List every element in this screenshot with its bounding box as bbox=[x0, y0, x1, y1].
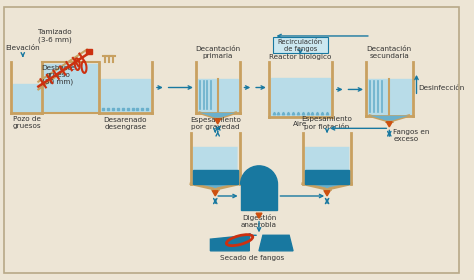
Polygon shape bbox=[305, 147, 349, 189]
Text: Decantación
primaria: Decantación primaria bbox=[195, 46, 240, 59]
Text: Espesamiento
por gravedad: Espesamiento por gravedad bbox=[190, 117, 241, 130]
Text: Secado de fangos: Secado de fangos bbox=[220, 255, 284, 261]
Bar bbox=[240, 184, 277, 210]
Text: Desbaste
grueso
(30 mm): Desbaste grueso (30 mm) bbox=[41, 65, 75, 85]
Wedge shape bbox=[240, 166, 277, 184]
Text: Pozo de
gruesos: Pozo de gruesos bbox=[12, 116, 41, 129]
Text: Desinfección: Desinfección bbox=[419, 85, 465, 91]
Text: Fangos en
exceso: Fangos en exceso bbox=[393, 129, 429, 142]
Text: Aire: Aire bbox=[293, 121, 308, 127]
Polygon shape bbox=[210, 235, 249, 251]
Bar bbox=[42, 64, 99, 111]
Bar bbox=[368, 79, 410, 116]
Text: Recirculación
de fangos: Recirculación de fangos bbox=[278, 39, 323, 52]
Bar bbox=[305, 170, 349, 184]
FancyBboxPatch shape bbox=[273, 37, 328, 53]
Text: Digestión
anaerobla: Digestión anaerobla bbox=[241, 214, 277, 228]
Polygon shape bbox=[200, 113, 236, 118]
Text: Decantación
secundaria: Decantación secundaria bbox=[367, 46, 412, 59]
Text: Desarenado
desengrase: Desarenado desengrase bbox=[104, 117, 147, 130]
Bar bbox=[193, 170, 237, 184]
Text: Tamizado
(3-6 mm): Tamizado (3-6 mm) bbox=[38, 29, 72, 43]
Text: Elevación: Elevación bbox=[6, 45, 40, 51]
Polygon shape bbox=[370, 116, 409, 121]
Bar bbox=[198, 79, 237, 113]
Bar bbox=[100, 79, 150, 113]
Polygon shape bbox=[193, 147, 237, 189]
Polygon shape bbox=[259, 235, 293, 251]
Bar bbox=[13, 84, 40, 113]
Polygon shape bbox=[193, 180, 237, 189]
Text: Espesamiento
por flotación: Espesamiento por flotación bbox=[301, 116, 353, 130]
Polygon shape bbox=[305, 180, 349, 189]
Bar bbox=[271, 78, 330, 117]
Text: Reactor biológico: Reactor biológico bbox=[269, 53, 331, 60]
